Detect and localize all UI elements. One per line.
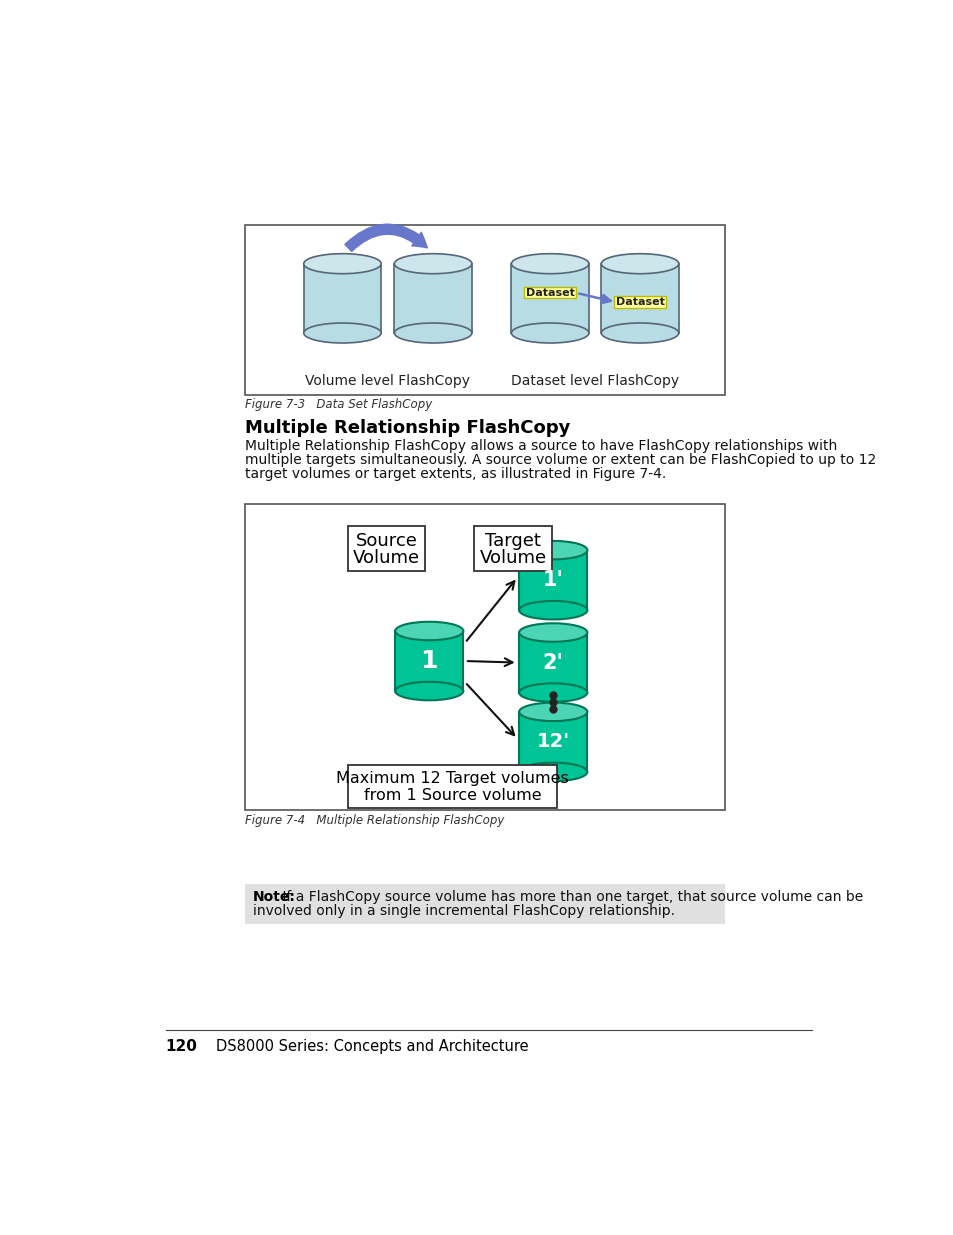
Text: Multiple Relationship FlashCopy allows a source to have FlashCopy relationships : Multiple Relationship FlashCopy allows a…	[245, 440, 836, 453]
Polygon shape	[518, 550, 587, 610]
Text: Dataset: Dataset	[525, 288, 574, 298]
FancyBboxPatch shape	[348, 526, 425, 571]
FancyBboxPatch shape	[474, 526, 551, 571]
Ellipse shape	[394, 324, 472, 343]
Text: 2': 2'	[542, 652, 563, 673]
Text: If a FlashCopy source volume has more than one target, that source volume can be: If a FlashCopy source volume has more th…	[278, 890, 862, 904]
Text: Target: Target	[484, 532, 540, 550]
Polygon shape	[303, 264, 381, 333]
Text: Note:: Note:	[253, 890, 295, 904]
Text: Volume level FlashCopy: Volume level FlashCopy	[305, 374, 470, 389]
Ellipse shape	[518, 703, 587, 721]
FancyBboxPatch shape	[245, 883, 724, 924]
Text: Source: Source	[355, 532, 417, 550]
Text: multiple targets simultaneously. A source volume or extent can be FlashCopied to: multiple targets simultaneously. A sourc…	[245, 453, 875, 467]
Text: Volume: Volume	[353, 548, 419, 567]
Ellipse shape	[303, 253, 381, 274]
Ellipse shape	[600, 253, 679, 274]
Text: target volumes or target extents, as illustrated in Figure 7-4.: target volumes or target extents, as ill…	[245, 467, 665, 480]
Text: Dataset: Dataset	[615, 298, 664, 308]
Ellipse shape	[600, 324, 679, 343]
Polygon shape	[600, 264, 679, 333]
Text: Dataset level FlashCopy: Dataset level FlashCopy	[511, 374, 679, 389]
Ellipse shape	[511, 253, 588, 274]
FancyBboxPatch shape	[523, 287, 576, 299]
Polygon shape	[395, 631, 463, 692]
Polygon shape	[511, 264, 588, 333]
Text: Maximum 12 Target volumes: Maximum 12 Target volumes	[335, 772, 568, 787]
Ellipse shape	[511, 324, 588, 343]
Text: Volume: Volume	[479, 548, 546, 567]
FancyBboxPatch shape	[613, 296, 666, 308]
Ellipse shape	[395, 682, 463, 700]
Text: DS8000 Series: Concepts and Architecture: DS8000 Series: Concepts and Architecture	[216, 1040, 528, 1055]
Text: involved only in a single incremental FlashCopy relationship.: involved only in a single incremental Fl…	[253, 904, 674, 919]
Ellipse shape	[518, 683, 587, 701]
Ellipse shape	[395, 621, 463, 640]
Text: 1': 1'	[542, 571, 563, 590]
Text: 12': 12'	[536, 732, 569, 751]
Polygon shape	[394, 264, 472, 333]
Ellipse shape	[303, 324, 381, 343]
Text: Multiple Relationship FlashCopy: Multiple Relationship FlashCopy	[245, 419, 570, 437]
Polygon shape	[518, 711, 587, 772]
Ellipse shape	[518, 763, 587, 782]
FancyBboxPatch shape	[348, 766, 557, 808]
Ellipse shape	[518, 624, 587, 642]
Text: 120: 120	[166, 1040, 197, 1055]
Text: 1: 1	[420, 650, 437, 673]
Text: Figure 7-4   Multiple Relationship FlashCopy: Figure 7-4 Multiple Relationship FlashCo…	[245, 814, 503, 827]
Ellipse shape	[394, 253, 472, 274]
Text: from 1 Source volume: from 1 Source volume	[363, 788, 540, 803]
Ellipse shape	[518, 541, 587, 559]
Text: Figure 7-3   Data Set FlashCopy: Figure 7-3 Data Set FlashCopy	[245, 399, 432, 411]
Polygon shape	[518, 632, 587, 693]
Ellipse shape	[518, 601, 587, 620]
FancyArrowPatch shape	[345, 224, 427, 252]
